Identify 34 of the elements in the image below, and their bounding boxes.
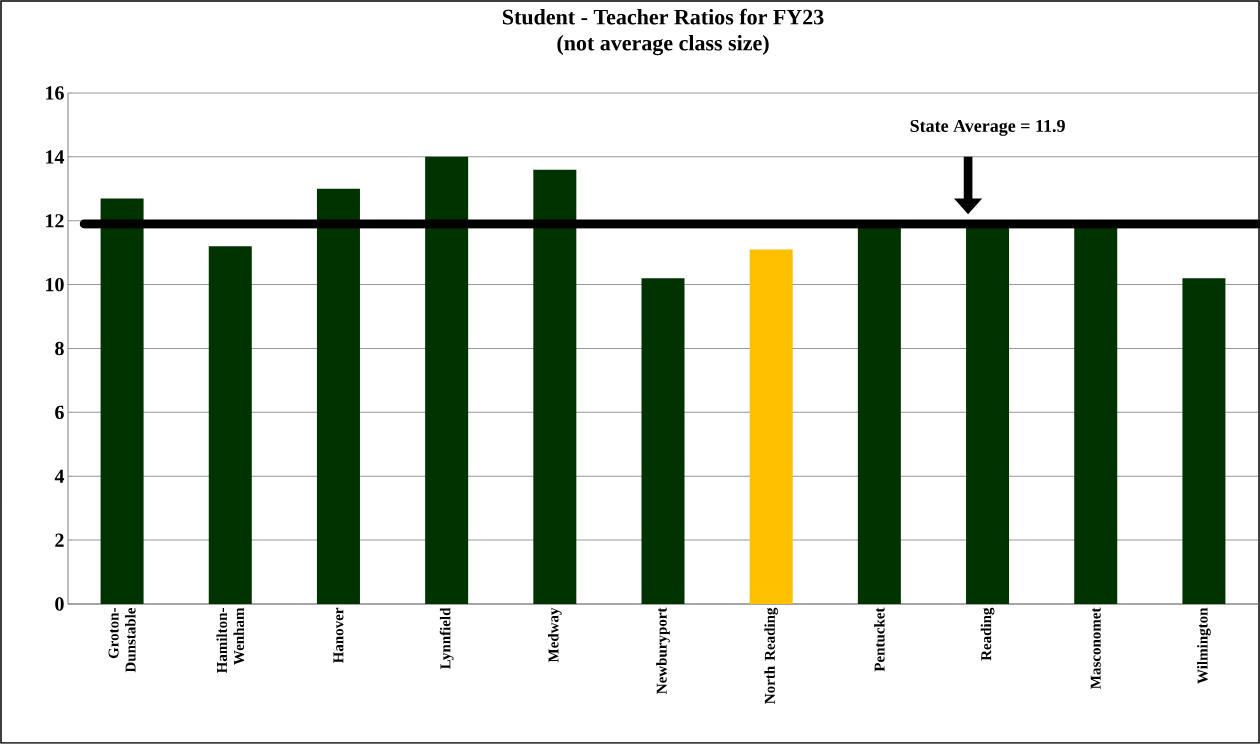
chart-title: Student - Teacher Ratios for FY23 <box>502 8 824 25</box>
ref-line-label: State Average = 11.9 <box>910 119 1065 136</box>
bar <box>208 246 252 604</box>
y-tick-label: 6 <box>55 405 64 420</box>
x-tick-label: Pentucket <box>874 607 885 672</box>
bar <box>641 278 685 604</box>
bar <box>316 188 360 604</box>
bar <box>425 156 469 604</box>
bar <box>857 227 901 604</box>
x-tick-label: Newburyport <box>656 607 670 694</box>
y-tick-label: 2 <box>55 533 64 547</box>
y-tick-label: 12 <box>46 214 64 228</box>
x-tick-label: North Reading <box>764 607 779 704</box>
bar <box>966 227 1010 604</box>
y-tick-label: 10 <box>46 277 64 292</box>
y-tick-label: 14 <box>46 150 65 164</box>
y-tick-label: 0 <box>55 597 64 611</box>
chart-subtitle: (not average class size) <box>557 35 769 56</box>
bar <box>749 249 793 604</box>
x-tick-label: Reading <box>980 607 995 661</box>
y-tick-label: 4 <box>54 469 65 483</box>
bar <box>1182 278 1226 604</box>
x-tick-label: Hamilton-Wenham <box>216 607 245 674</box>
bar <box>100 198 144 604</box>
x-tick-label: Wilmington <box>1197 607 1211 684</box>
y-tick-label: 16 <box>46 86 64 100</box>
x-tick-label: Hanover <box>333 607 344 664</box>
bar <box>533 169 577 604</box>
y-tick-label: 8 <box>55 341 64 356</box>
x-tick-label: Medway <box>548 607 562 663</box>
bar <box>1074 227 1118 604</box>
x-tick-label: Lynnfield <box>439 607 454 669</box>
x-tick-label: Masconomet <box>1090 607 1101 689</box>
x-tick-label: Groton-Dunstable <box>108 607 136 673</box>
